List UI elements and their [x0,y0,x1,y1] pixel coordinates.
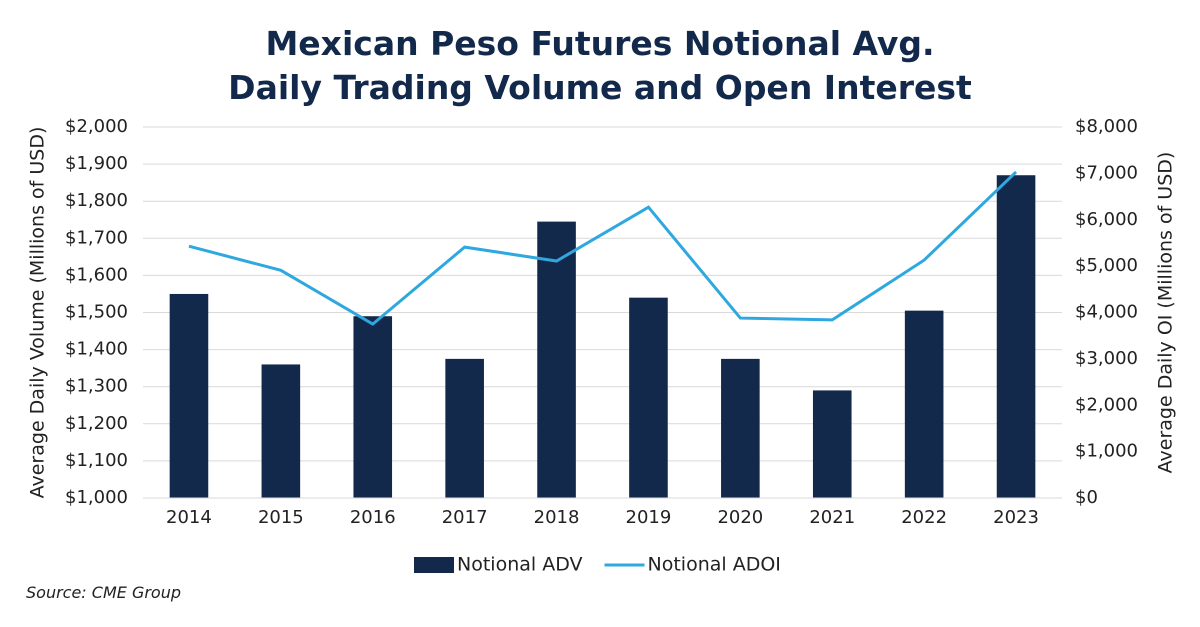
x-tick-label: 2016 [350,507,396,528]
x-tick-label: 2017 [442,507,488,528]
x-tick-label: 2022 [901,507,947,528]
x-tick-label: 2021 [809,507,855,528]
y2-tick-label: $6,000 [1075,209,1138,230]
chart-title: Mexican Peso Futures Notional Avg. Daily… [228,24,972,107]
bar [904,310,944,498]
y2-tick-label: $1,000 [1075,441,1138,462]
y-tick-label: $1,400 [65,339,128,360]
y-tick-label: $1,200 [65,413,128,434]
bar [445,358,484,498]
x-tick-label: 2014 [166,507,212,528]
bar [537,221,576,499]
y2-tick-label: $8,000 [1075,116,1138,137]
bar [353,316,393,498]
bar [261,364,301,498]
legend-swatch [414,557,454,573]
y2-tick-label: $7,000 [1075,162,1138,183]
y2-tick-label: $3,000 [1075,348,1138,369]
y-tick-label: $2,000 [65,116,128,137]
y-tick-label: $1,100 [65,450,128,471]
x-tick-label: 2019 [626,507,672,528]
x-tick-label: 2020 [717,507,763,528]
y-tick-label: $1,800 [65,190,128,211]
bar [812,390,852,498]
y2-tick-label: $4,000 [1075,302,1138,323]
bar [996,175,1036,499]
y-tick-label: $1,600 [65,264,128,285]
legend-label: Notional ADV [457,554,583,576]
bar [169,293,209,498]
x-tick-label: 2015 [258,507,304,528]
y-tick-label: $1,300 [65,376,128,397]
y-tick-label: $1,700 [65,227,128,248]
x-tick-label: 2023 [993,507,1039,528]
y-tick-label: $1,500 [65,302,128,323]
line [188,170,1018,326]
y2-axis-title: Average Daily OI (Millions of USD) [1155,152,1177,474]
bar [721,358,760,498]
source-note: Source: CME Group [26,583,182,602]
legend-label: Notional ADOI [648,554,781,576]
y2-tick-label: $0 [1075,487,1098,508]
y2-tick-label: $2,000 [1075,394,1138,415]
y-tick-label: $1,900 [65,153,128,174]
y-tick-label: $1,000 [65,487,128,508]
bar [629,297,668,498]
y-axis-title: Average Daily Volume (Millions of USD) [27,127,49,499]
x-tick-label: 2018 [534,507,580,528]
y2-tick-label: $5,000 [1075,255,1138,276]
